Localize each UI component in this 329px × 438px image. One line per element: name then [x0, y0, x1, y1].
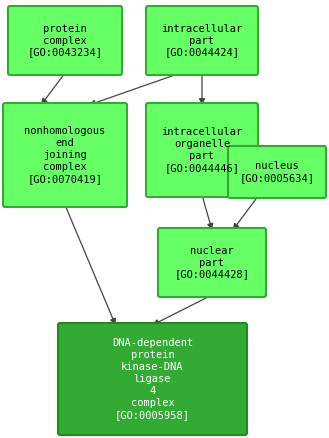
FancyBboxPatch shape	[228, 146, 326, 198]
FancyBboxPatch shape	[146, 6, 258, 75]
FancyBboxPatch shape	[3, 103, 127, 207]
FancyBboxPatch shape	[8, 6, 122, 75]
FancyBboxPatch shape	[158, 228, 266, 297]
FancyBboxPatch shape	[58, 323, 247, 435]
Text: intracellular
part
[GO:0044424]: intracellular part [GO:0044424]	[162, 24, 242, 57]
FancyBboxPatch shape	[146, 103, 258, 197]
Text: DNA-dependent
protein
kinase-DNA
ligase
4
complex
[GO:0005958]: DNA-dependent protein kinase-DNA ligase …	[112, 338, 193, 420]
Text: nuclear
part
[GO:0044428]: nuclear part [GO:0044428]	[174, 246, 249, 279]
Text: nucleus
[GO:0005634]: nucleus [GO:0005634]	[240, 161, 315, 183]
Text: intracellular
organelle
part
[GO:0044446]: intracellular organelle part [GO:0044446…	[162, 127, 242, 173]
Text: protein
complex
[GO:0043234]: protein complex [GO:0043234]	[28, 24, 103, 57]
Text: nonhomologous
end
joining
complex
[GO:0070419]: nonhomologous end joining complex [GO:00…	[24, 126, 106, 184]
